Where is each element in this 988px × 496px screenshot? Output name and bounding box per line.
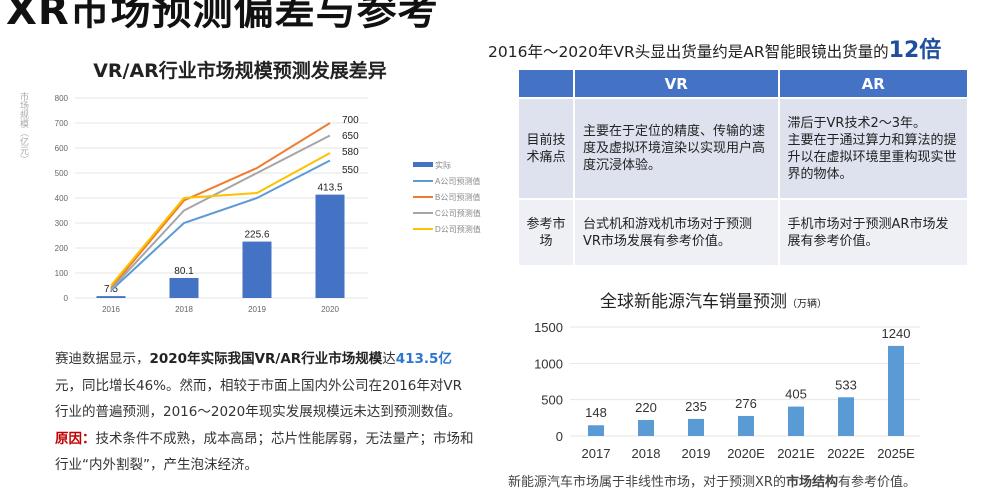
reason-label: 原因：: [55, 430, 96, 447]
legend-label: D公司预测值: [435, 224, 481, 234]
chart2-title-text: 全球新能源汽车销量预测: [600, 292, 787, 312]
legend-swatch: [413, 162, 433, 167]
bar: [888, 345, 904, 436]
line-series: [110, 122, 331, 289]
x-tick-label: 2019: [682, 446, 711, 461]
ev-sales-chart: 0 500 1000 1500 148 2017 220 2018 235 2019 276 2020…: [534, 320, 920, 461]
y-tick-label: 500: [55, 169, 69, 178]
x-tick-label: 2016: [102, 305, 120, 314]
text-bold: 市场结构: [785, 475, 838, 490]
y-tick-label: 100: [55, 269, 69, 278]
subtitle-highlight: 12倍: [888, 38, 942, 63]
ar-cell: 手机市场对于预测AR市场发展有参考价值。: [777, 198, 970, 267]
ar-text: 主要在于通过算力和算法的提升以在虚拟环境里重构现实世界的物体。: [787, 132, 957, 182]
header-ar: AR: [777, 68, 970, 99]
chart1-ylabel: 市场规模（亿元）: [18, 92, 28, 164]
x-tick-label: 2020E: [727, 446, 765, 461]
x-tick-label: 2022E: [827, 446, 865, 461]
reason-text: 技术条件不成熟，成本高昂；芯片性能孱弱，无法量产；市场和行业“内外割裂”，产生泡…: [55, 430, 474, 474]
line-end-label: 700: [342, 115, 359, 126]
text-bold: 2020年实际我国VR/AR行业市场规模: [149, 351, 383, 367]
bar: [96, 296, 126, 298]
x-tick-label: 2017: [582, 446, 611, 461]
chart2-unit: （万辆）: [787, 299, 827, 310]
bar: [315, 194, 345, 298]
x-tick-label: 2021E: [777, 446, 815, 461]
line-series: [110, 152, 331, 287]
y-tick-label: 800: [55, 94, 69, 103]
bar-value-label: 148: [585, 405, 607, 420]
vr-cell: 台式机和游戏机市场对于预测VR市场发展有参考价值。: [573, 198, 780, 267]
y-tick-label: 200: [55, 244, 69, 253]
y-tick-label: 700: [55, 119, 69, 128]
x-tick-label: 2018: [175, 305, 193, 314]
bar-value-label: 276: [735, 396, 757, 411]
legend-label: B公司预测值: [435, 192, 480, 202]
x-tick-label: 2018: [632, 446, 661, 461]
bar: [788, 406, 804, 436]
y-tick-label: 600: [55, 144, 69, 153]
bar-value-label: 235: [685, 399, 707, 414]
bar-value-label: 225.6: [244, 230, 269, 241]
bar-value-label: 533: [835, 377, 857, 392]
line-series: [110, 134, 331, 290]
x-tick-label: 2025E: [877, 446, 915, 461]
chart2-title: 全球新能源汽车销量预测（万辆）: [600, 287, 827, 312]
ar-cell: 滞后于VR技术2～3年。 主要在于通过算力和算法的提升以在虚拟环境里重构现实世界的…: [777, 97, 970, 200]
bar-value-label: 1240: [882, 326, 911, 341]
subtitle-text: 2016年～2020年VR头显出货量约是AR智能眼镜出货量的: [488, 43, 889, 61]
ar-text: 滞后于VR技术2～3年。: [787, 115, 926, 131]
summary-paragraph: 赛迪数据显示，2020年实际我国VR/AR行业市场规模达413.5亿元，同比增长…: [55, 346, 475, 479]
row-label: 目前技术痛点: [517, 97, 575, 200]
line-series: [110, 159, 331, 292]
bar: [638, 420, 654, 436]
highlight-value: 413.5亿: [395, 351, 452, 367]
y-tick-label: 0: [556, 429, 563, 444]
bar: [838, 397, 854, 436]
y-tick-label: 1000: [534, 356, 563, 371]
x-tick-label: 2019: [248, 305, 266, 314]
bar: [688, 418, 704, 436]
bar-value-label: 80.1: [174, 266, 194, 277]
bar-value-label: 413.5: [317, 183, 342, 194]
text: 新能源汽车市场属于非线性市场，对于预测XR的: [508, 475, 786, 490]
bar-value-label: 220: [635, 400, 657, 415]
y-tick-label: 500: [541, 393, 563, 408]
shipment-subtitle: 2016年～2020年VR头显出货量约是AR智能眼镜出货量的12倍: [488, 32, 941, 64]
y-tick-label: 400: [55, 194, 69, 203]
bar: [169, 277, 199, 298]
legend-label: A公司预测值: [435, 176, 480, 186]
row-label: 参考市场: [517, 198, 575, 267]
line-end-label: 550: [342, 165, 359, 176]
vr-cell: 主要在于定位的精度、传输的速度及虚拟环境渲染以实现用户高度沉浸体验。: [573, 97, 780, 200]
y-tick-label: 0: [64, 294, 69, 303]
header-vr: VR: [573, 68, 780, 99]
market-size-chart: 0 100 200 300 400 500 600 700 800 2016 2018 2019 202…: [55, 94, 481, 314]
ev-caption: 新能源汽车市场属于非线性市场，对于预测XR的市场结构有参考价值。: [508, 471, 916, 490]
bar: [588, 425, 604, 436]
text: 达: [382, 351, 396, 367]
page-title: XR市场预测偏差与参考: [6, 0, 439, 34]
y-tick-label: 300: [55, 219, 69, 228]
legend-label: 实际: [435, 160, 451, 170]
chart1-title: VR/AR行业市场规模预测发展差异: [93, 60, 387, 82]
vr-ar-comparison-table: VR AR 目前技术痛点 主要在于定位的精度、传输的速度及虚拟环境渲染以实现用户高度…: [517, 68, 970, 267]
text: 赛迪数据显示，: [55, 351, 150, 367]
bar: [242, 241, 272, 298]
bar: [738, 415, 754, 436]
y-tick-label: 1500: [534, 320, 563, 335]
line-end-label: 650: [342, 131, 359, 142]
line-end-label: 580: [342, 147, 359, 158]
legend-label: C公司预测值: [435, 208, 481, 218]
text: 元，同比增长46%。然而，相较于市面上国内外公司在2016年对VR行业的普遍预测…: [55, 377, 462, 421]
bar-value-label: 405: [785, 387, 807, 402]
header-empty: [517, 68, 575, 99]
x-tick-label: 2020: [321, 305, 339, 314]
text: 有参考价值。: [837, 475, 916, 490]
